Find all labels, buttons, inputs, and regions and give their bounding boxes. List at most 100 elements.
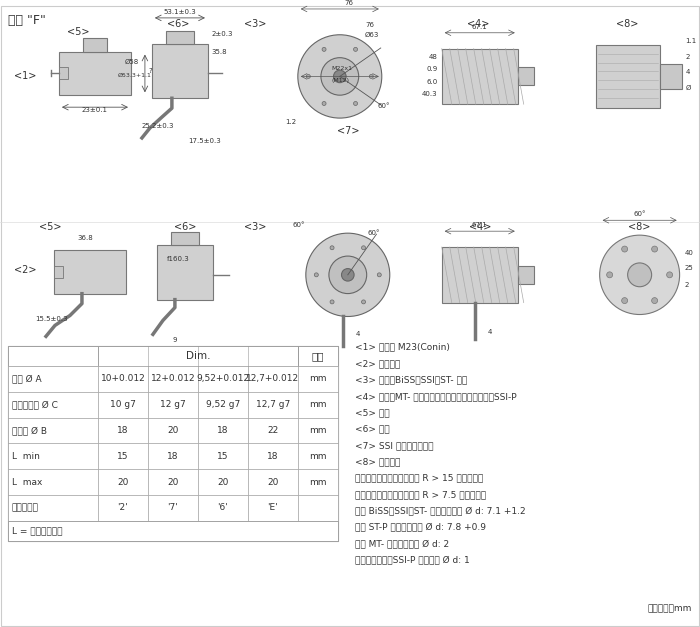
Bar <box>248 392 298 418</box>
Text: 20: 20 <box>217 478 229 487</box>
Bar <box>8 418 98 443</box>
Text: 9,52+0.012: 9,52+0.012 <box>196 374 249 384</box>
Text: 使用 ST-P 接口时的电缆 Ø d: 7.8 +0.9: 使用 ST-P 接口时的电缆 Ø d: 7.8 +0.9 <box>355 523 486 532</box>
Text: 18: 18 <box>167 452 178 461</box>
Text: <3>: <3> <box>244 19 266 29</box>
Text: 夹紧环 Ø B: 夹紧环 Ø B <box>12 426 47 435</box>
Bar <box>298 443 338 469</box>
Text: 尺寸单位：mm: 尺寸单位：mm <box>648 604 692 613</box>
Bar <box>298 346 338 366</box>
Text: 12,7 g7: 12,7 g7 <box>256 400 290 409</box>
Bar <box>198 495 248 521</box>
Text: 60°: 60° <box>368 230 380 236</box>
Bar <box>83 38 107 51</box>
Text: <3> 接口：BiSS、SSI、ST- 并行: <3> 接口：BiSS、SSI、ST- 并行 <box>355 376 467 384</box>
Bar <box>59 51 131 95</box>
Text: 25: 25 <box>685 265 694 271</box>
Text: '7': '7' <box>167 503 178 512</box>
Text: 18: 18 <box>217 426 229 435</box>
Circle shape <box>314 273 318 277</box>
Bar <box>518 266 533 284</box>
Bar <box>248 443 298 469</box>
Text: 67.1: 67.1 <box>472 222 488 228</box>
Text: 15.5±0.3: 15.5±0.3 <box>35 317 68 322</box>
Circle shape <box>377 273 382 277</box>
Bar <box>54 250 126 293</box>
Bar <box>157 245 213 300</box>
Circle shape <box>322 48 326 51</box>
Text: 弹性安装时的电缆弯曲半径 R > 15 倍电缆直径: 弹性安装时的电缆弯曲半径 R > 15 倍电缆直径 <box>355 473 483 483</box>
Text: 盲轴 "F": 盲轴 "F" <box>8 14 46 27</box>
Bar <box>659 63 682 89</box>
Bar <box>8 392 98 418</box>
Circle shape <box>333 70 346 83</box>
Text: 10 g7: 10 g7 <box>110 400 136 409</box>
Bar <box>148 495 198 521</box>
Bar <box>54 266 63 278</box>
Text: Ø63: Ø63 <box>365 32 379 38</box>
Bar <box>198 366 248 392</box>
Text: mm: mm <box>309 478 327 487</box>
Text: 使用 MT- 并行时的电缆 Ø d: 2: 使用 MT- 并行时的电缆 Ø d: 2 <box>355 539 449 548</box>
Text: 12,7+0.012: 12,7+0.012 <box>246 374 300 384</box>
Text: 18: 18 <box>117 426 129 435</box>
Text: 12 g7: 12 g7 <box>160 400 186 409</box>
Circle shape <box>622 246 628 252</box>
Text: 轴型号代码: 轴型号代码 <box>12 503 39 512</box>
Text: 60°: 60° <box>634 211 646 218</box>
Text: 6.0: 6.0 <box>426 80 438 85</box>
Text: Ø53.3+1.1: Ø53.3+1.1 <box>118 73 152 77</box>
Text: 盲轴 Ø A: 盲轴 Ø A <box>12 374 41 384</box>
Text: Dim.: Dim. <box>186 351 210 361</box>
Bar <box>198 392 248 418</box>
Bar <box>98 443 148 469</box>
Bar <box>148 392 198 418</box>
Bar <box>166 31 194 44</box>
Bar <box>98 469 148 495</box>
Text: 40.3: 40.3 <box>422 92 438 97</box>
Circle shape <box>306 233 390 317</box>
Bar <box>8 469 98 495</box>
Text: f160.3: f160.3 <box>167 256 190 262</box>
Text: 76: 76 <box>365 22 375 28</box>
Text: <6>: <6> <box>174 222 196 232</box>
Text: <4> 接口：MT- 并行（仅适用电缆）、现场总线、SSI-P: <4> 接口：MT- 并行（仅适用电缆）、现场总线、SSI-P <box>355 392 517 401</box>
Text: 36.8: 36.8 <box>77 235 93 241</box>
Circle shape <box>322 102 326 105</box>
Bar <box>248 418 298 443</box>
Text: '2': '2' <box>118 503 128 512</box>
Bar <box>248 469 298 495</box>
Bar <box>98 418 148 443</box>
Bar <box>98 366 148 392</box>
Text: 40: 40 <box>685 250 694 256</box>
Bar <box>8 495 98 521</box>
Text: 2: 2 <box>685 53 690 60</box>
Text: 76: 76 <box>345 0 354 6</box>
Text: mm: mm <box>309 400 327 409</box>
Text: 4: 4 <box>488 329 492 335</box>
Text: 67.1: 67.1 <box>472 24 488 30</box>
Text: 10+0.012: 10+0.012 <box>101 374 146 384</box>
Text: Ø58: Ø58 <box>125 58 139 65</box>
Text: L  min: L min <box>12 452 40 461</box>
Text: 'E': 'E' <box>267 503 278 512</box>
Text: 使用 BiSS、SSI、ST- 并行时的电缆 Ø d: 7.1 +1.2: 使用 BiSS、SSI、ST- 并行时的电缆 Ø d: 7.1 +1.2 <box>355 507 526 515</box>
Bar <box>148 469 198 495</box>
Text: <8>: <8> <box>629 222 651 232</box>
Circle shape <box>652 298 657 303</box>
Text: <1>: <1> <box>14 71 36 82</box>
Text: 20: 20 <box>167 478 178 487</box>
Circle shape <box>622 298 628 303</box>
Bar <box>198 469 248 495</box>
Text: 2±0.3: 2±0.3 <box>212 31 233 37</box>
Text: mm: mm <box>309 374 327 384</box>
Text: 9,52 g7: 9,52 g7 <box>206 400 240 409</box>
Bar <box>59 68 68 80</box>
Bar <box>442 49 518 104</box>
Circle shape <box>361 300 365 304</box>
Bar <box>298 495 338 521</box>
Circle shape <box>600 235 680 315</box>
Text: 4: 4 <box>356 331 360 337</box>
Bar <box>442 247 518 303</box>
Bar <box>98 392 148 418</box>
